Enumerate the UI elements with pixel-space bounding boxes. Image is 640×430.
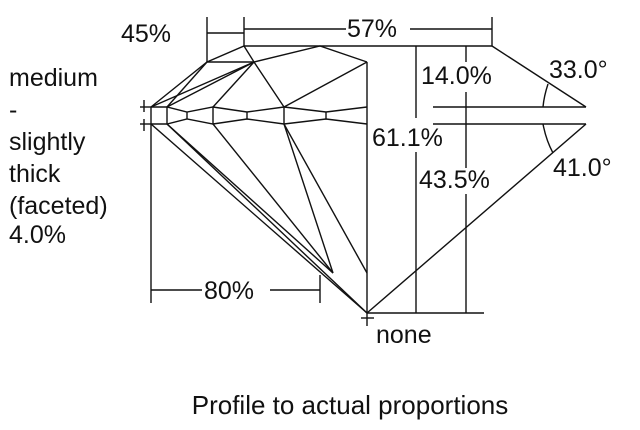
lower-half-label: 80% bbox=[204, 277, 255, 305]
girdle-label-line: slightly bbox=[9, 128, 86, 156]
caption: Profile to actual proportions bbox=[191, 390, 509, 420]
girdle bbox=[140, 100, 368, 131]
crown-angle-arc bbox=[542, 83, 549, 108]
girdle-label-line: (faceted) bbox=[9, 192, 108, 220]
proportion-guides bbox=[366, 45, 587, 314]
girdle-label-line: thick bbox=[9, 160, 61, 188]
crown-facets bbox=[150, 17, 493, 108]
crown-height-ratio-label: 45% bbox=[121, 20, 172, 48]
girdle-label-line: 4.0% bbox=[9, 221, 66, 249]
girdle-label-line: medium bbox=[9, 64, 98, 92]
crown-angle-label: 33.0° bbox=[549, 56, 608, 84]
girdle-label-line: - bbox=[9, 96, 18, 124]
pavilion-facets bbox=[150, 62, 374, 326]
pavilion-angle-arc bbox=[542, 123, 554, 154]
table-label: 57% bbox=[347, 15, 398, 43]
girdle-label: medium - slightly thick (faceted) 4.0% bbox=[9, 62, 108, 248]
culet-label: none bbox=[376, 321, 432, 349]
total-depth-label: 61.1% bbox=[372, 124, 443, 152]
crown-height-label: 14.0% bbox=[421, 62, 492, 90]
pavilion-depth-label: 43.5% bbox=[419, 166, 490, 194]
pavilion-angle-label: 41.0° bbox=[553, 154, 612, 182]
